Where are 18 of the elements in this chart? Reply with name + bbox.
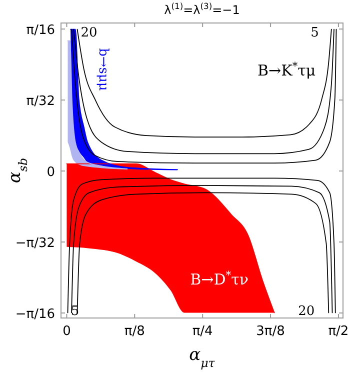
annotation: 5 xyxy=(310,25,319,40)
annotation: 20 xyxy=(298,304,315,320)
annotation: B→K$^{*}$τμ xyxy=(258,60,316,80)
x-tick-label: π/2 xyxy=(328,324,349,339)
text: b→sμμ xyxy=(96,48,111,91)
chart-title: λ$^{(1)}$=λ$^{(3)}$=−1 xyxy=(164,1,240,17)
x-tick-label: π/8 xyxy=(124,324,145,339)
y-tick-label: π/16 xyxy=(26,23,55,38)
series-label: B→D$^{*}$τν xyxy=(190,270,248,289)
annotation: 20 xyxy=(80,25,98,40)
y-tick-label: 0 xyxy=(46,165,55,180)
x-tick-label: π/4 xyxy=(192,324,213,339)
x-axis-title: α$_{μτ}$ xyxy=(189,345,216,370)
y-tick-label: −π/32 xyxy=(15,236,55,251)
y-tick-label: π/32 xyxy=(26,94,55,110)
x-tick-label: 0 xyxy=(62,324,71,339)
y-tick-label: −π/16 xyxy=(15,306,55,322)
x-tick-label: 3π/8 xyxy=(256,324,285,339)
